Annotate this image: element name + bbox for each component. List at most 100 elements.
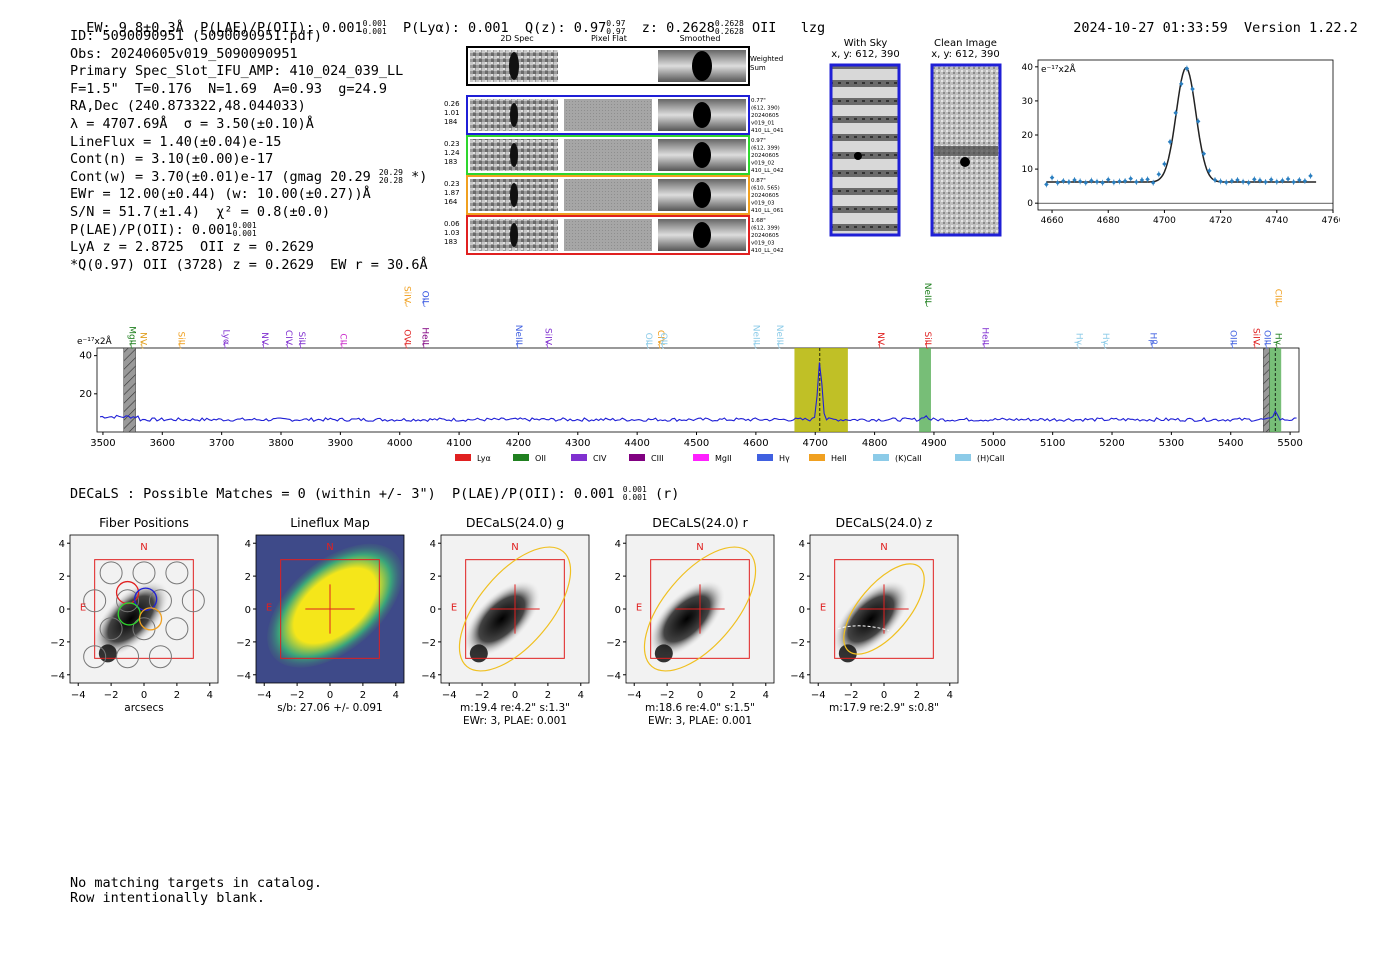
- spectrum-marker-brace: {: [657, 340, 662, 349]
- header-2d-spec: 2D Spec: [500, 34, 534, 43]
- spectrum-line: [99, 362, 1297, 423]
- spectrum-line-marker: OVI: [401, 329, 411, 345]
- cutout-left-stat: 1.01: [444, 109, 460, 117]
- cutout-pixel-flat: [564, 179, 652, 211]
- decals-xtick-label: 2: [545, 690, 551, 701]
- spectrum-marker-brace: {: [752, 340, 757, 349]
- spectrum-marker-brace: {: [924, 298, 929, 307]
- spectrum-xtick-label: 5100: [1040, 438, 1065, 449]
- spectrum-line-marker: HeII: [980, 327, 990, 345]
- decals-panel-title: DECaLS(24.0) g: [466, 515, 564, 530]
- cutout-right-meta: 0.87": [751, 178, 766, 184]
- north-label: N: [326, 542, 333, 553]
- quality-line: *Q(0.97) OII (3728) z = 0.2629 EW r = 30…: [70, 256, 428, 273]
- clean-image-header: Clean Image x, y: 612, 390: [928, 38, 1003, 60]
- cutout-smoothed-peak: [693, 222, 711, 248]
- plae-ratio: P(LAE)/P(OII): 0.001 0.001 0.001: [70, 221, 428, 240]
- galaxy-image: [832, 580, 909, 657]
- decals-xtick-label: −4: [71, 690, 86, 701]
- spectrum-line-marker: OII: [419, 291, 429, 303]
- legend-swatch: [693, 454, 709, 461]
- spectrum-xtick-label: 4500: [684, 438, 709, 449]
- spectrum-xtick-label: 5200: [1099, 438, 1124, 449]
- cutout-smoothed-peak: [693, 182, 711, 208]
- spectrum-marker-brace: {: [1075, 340, 1080, 349]
- fiber-circle: [116, 589, 140, 613]
- decals-xtick-label: −2: [290, 690, 305, 701]
- galaxy-image: [463, 580, 540, 657]
- fiber-circle: [83, 589, 107, 613]
- spectrum-xtick-label: 3500: [90, 438, 115, 449]
- fit-ytick-label: 10: [1022, 165, 1034, 175]
- decals-xtick-label: 2: [360, 690, 366, 701]
- decals-xtick-label: −2: [104, 690, 119, 701]
- decals-caption-1: m:19.4 re:4.2" s:1.3": [460, 702, 570, 714]
- decals-ytick-label: 2: [799, 572, 805, 583]
- continuum-narrow: Cont(n) = 3.10(±0.00)e-17: [70, 151, 274, 168]
- fit-xtick-label: 4660: [1041, 216, 1064, 226]
- east-label: E: [80, 603, 86, 614]
- with-sky-source: [854, 152, 862, 160]
- plae-upper: 0.001: [362, 19, 387, 28]
- fit-xtick-label: 4760: [1322, 216, 1340, 226]
- cutout-right-meta: v019_03: [751, 241, 775, 247]
- dashed-arc: [837, 625, 890, 631]
- cutout-right-meta: 0.97": [751, 138, 766, 144]
- cutout-smoothed-peak: [693, 102, 711, 128]
- cutout-right-meta: (612, 399): [751, 146, 780, 152]
- decals-ytick-label: −4: [421, 671, 436, 682]
- spectrum-marker-brace: {: [645, 340, 650, 349]
- spectrum-xtick-label: 4200: [506, 438, 531, 449]
- fiber-circle: [132, 561, 156, 585]
- gmag-upper: 20.29: [378, 167, 403, 177]
- legend-swatch: [809, 454, 825, 461]
- east-label: E: [451, 603, 457, 614]
- fiber-circle: [99, 617, 123, 641]
- decals-ytick-label: 4: [245, 539, 251, 550]
- spectrum-xtick-label: 3900: [328, 438, 353, 449]
- spectrum-line-marker: Hβ: [1148, 332, 1158, 345]
- decals-ytick-label: 2: [59, 572, 65, 583]
- galaxy-companion: [654, 644, 673, 663]
- decals-xtick-label: −4: [811, 690, 826, 701]
- decals-caption-1: m:17.9 re:2.9" s:0.8": [829, 702, 939, 714]
- fit-xtick-label: 4680: [1097, 216, 1120, 226]
- spectrum-marker-brace: {: [421, 340, 426, 349]
- decals-xtick-label: −4: [257, 690, 272, 701]
- decals-ytick-label: −2: [421, 638, 436, 649]
- decals-panels: Fiber Positions N E −4 −4 −2 −2 0 0 2 2 4 4 arcsecs Li…: [50, 515, 959, 725]
- cutout-right-meta: 410_LL_061: [751, 208, 784, 214]
- cutout-left-stat: 1.03: [444, 229, 460, 237]
- header-smoothed: Smoothed: [679, 34, 721, 43]
- with-sky-title: With Sky: [843, 38, 888, 49]
- spectrum-xtick-label: 5000: [981, 438, 1006, 449]
- clean-trace: [934, 146, 998, 156]
- decals-xtick-label: 2: [914, 690, 920, 701]
- spectrum-line-marker: SiIV: [1250, 328, 1260, 346]
- decals-ytick-label: 2: [245, 572, 251, 583]
- cutout-left-stat: 0.06: [444, 220, 460, 228]
- spectrum-marker-brace: {: [285, 340, 290, 349]
- line-flux: LineFlux = 1.40(±0.04)e-15: [70, 133, 282, 150]
- spectrum-marker-brace: {: [421, 298, 426, 307]
- spectrum-line-marker: CII: [337, 333, 347, 345]
- cutout-left-stat: 184: [444, 118, 458, 126]
- legend-swatch: [955, 454, 971, 461]
- spectrum-line-marker: NeIII: [750, 325, 760, 345]
- decals-xtick-label: 2: [174, 690, 180, 701]
- gmag-lower: 20.28: [378, 175, 403, 185]
- spectrum-marker-brace: {: [261, 340, 266, 349]
- spectrum-highlight-band: [794, 348, 848, 432]
- spectrum-line-marker: Hγ: [1100, 333, 1110, 346]
- decals-ytick-label: −2: [606, 638, 621, 649]
- plae-text: P(LAE)/P(OII): 0.001: [70, 221, 233, 238]
- spectrum-xtick-label: 5300: [1159, 438, 1184, 449]
- spectrum-marker-brace: {: [222, 340, 227, 349]
- cutout-right-meta: 0.77": [751, 98, 766, 104]
- spectrum-marker-brace: {: [924, 340, 929, 349]
- with-sky-image: [829, 63, 901, 237]
- spectrum-marker-brace: {: [515, 340, 520, 349]
- spectrum-xtick-label: 3700: [209, 438, 234, 449]
- decals-caption-1: arcsecs: [124, 702, 163, 714]
- spectrum-hatched-band: [123, 347, 136, 433]
